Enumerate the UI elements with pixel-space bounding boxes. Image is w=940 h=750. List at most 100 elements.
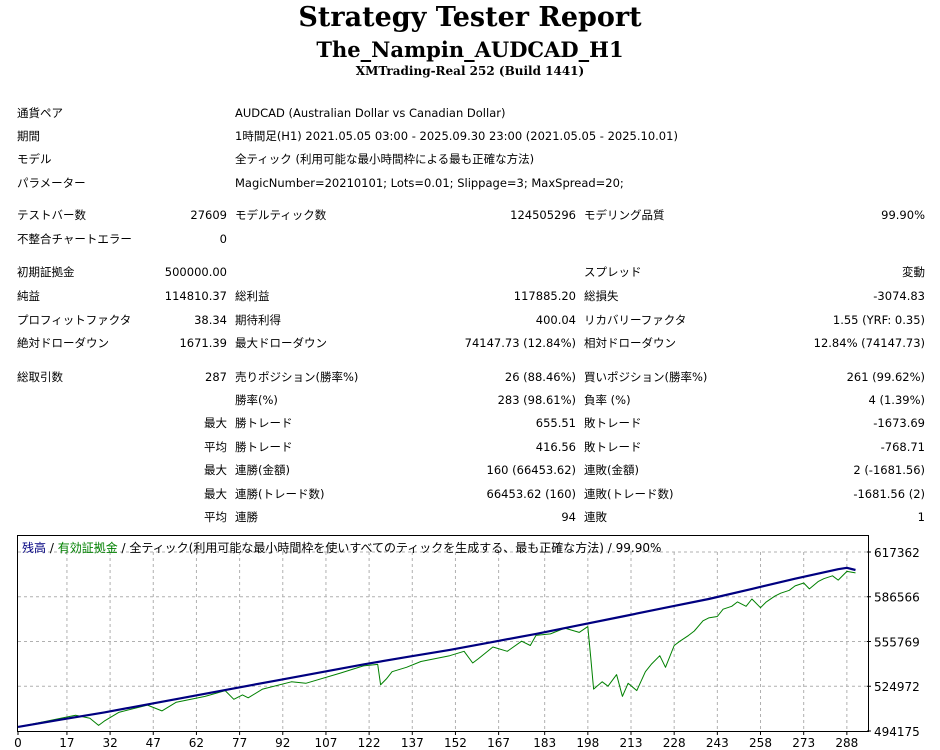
max-cons-profit-label: 連勝(トレード数) — [235, 487, 325, 501]
max-dd-value: 74147.73 (12.84%) — [464, 336, 576, 350]
profit-factor-value: 38.34 — [194, 313, 227, 327]
win-pct-label: 勝率(%) — [235, 393, 278, 407]
avg-cons-losses-label: 連敗 — [584, 510, 607, 524]
short-value: 26 (88.46%) — [504, 370, 576, 384]
x-tick-label: 167 — [487, 736, 510, 750]
x-tick-label: 213 — [620, 736, 643, 750]
max-cons-wins-label: 連勝(金額) — [235, 463, 290, 477]
recovery-factor-label: リカバリーファクタ — [584, 313, 687, 327]
x-tick-label: 92 — [275, 736, 290, 750]
largest-label: 最大 — [204, 416, 227, 430]
settings-value: 全ティック (利用可能な最小時間枠による最も正確な方法) — [235, 152, 535, 166]
average-label: 平均 — [204, 440, 227, 454]
gross-loss-label: 総損失 — [584, 289, 619, 303]
average-loss-value: -768.71 — [880, 440, 925, 454]
max-cons-label: 最大 — [204, 463, 227, 477]
quality-label: モデリング品質 — [584, 208, 665, 222]
y-tick-label: 586566 — [874, 591, 920, 605]
x-tick-label: 47 — [146, 736, 161, 750]
gross-profit-label: 総利益 — [235, 289, 270, 303]
short-label: 売りポジション(勝率%) — [235, 370, 359, 384]
avg-cons-losses-value: 1 — [917, 510, 925, 524]
mismatch-label: 不整合チャートエラー — [17, 232, 132, 246]
legend-model-text: 全ティック(利用可能な最小時間枠を使いすべてのティックを生成する、最も正確な方法… — [129, 541, 662, 555]
recovery-factor-value: 1.55 (YRF: 0.35) — [832, 313, 925, 327]
abs-dd-label: 絶対ドローダウン — [17, 336, 109, 350]
x-tick-label: 228 — [663, 736, 686, 750]
largest-loss-label: 敗トレード — [584, 416, 642, 430]
total-trades-value: 287 — [205, 370, 227, 384]
gross-loss-value: -3074.83 — [873, 289, 925, 303]
quality-value: 99.90% — [881, 208, 925, 222]
settings-value: AUDCAD (Australian Dollar vs Canadian Do… — [235, 106, 506, 120]
x-tick-label: 273 — [792, 736, 815, 750]
average-loss-label: 敗トレード — [584, 440, 642, 454]
x-tick-label: 32 — [102, 736, 117, 750]
x-tick-label: 0 — [14, 736, 22, 750]
max-cons-loss-label: 連敗(トレード数) — [584, 487, 674, 501]
x-tick-label: 62 — [189, 736, 204, 750]
max-cons-losses-value: 2 (-1681.56) — [853, 463, 925, 477]
spread-value: 変動 — [902, 265, 925, 279]
legend-separator: / — [117, 541, 130, 555]
ticks-label: モデルティック数 — [235, 208, 327, 222]
average-win-label: 勝トレード — [235, 440, 293, 454]
x-tick-label: 137 — [401, 736, 424, 750]
rel-dd-value: 12.84% (74147.73) — [813, 336, 925, 350]
x-tick-label: 107 — [314, 736, 337, 750]
x-tick-label: 243 — [706, 736, 729, 750]
y-tick-label: 617362 — [874, 546, 920, 560]
loss-pct-value: 4 (1.39%) — [868, 393, 925, 407]
mismatch-value: 0 — [219, 232, 227, 246]
x-tick-label: 17 — [59, 736, 74, 750]
x-tick-label: 198 — [576, 736, 599, 750]
avg-cons-wins-value: 94 — [561, 510, 576, 524]
legend-separator: / — [46, 541, 58, 555]
x-tick-label: 183 — [533, 736, 556, 750]
chart-legend: 残高 / 有効証拠金 / 全ティック(利用可能な最小時間枠を使いすべてのティック… — [22, 540, 661, 556]
avg-cons-wins-label: 連勝 — [235, 510, 258, 524]
y-tick-label: 555769 — [874, 635, 920, 649]
total-trades-label: 総取引数 — [17, 370, 63, 384]
settings-label: パラメーター — [17, 176, 86, 190]
profit-factor-label: プロフィットファクタ — [17, 313, 132, 327]
long-label: 買いポジション(勝率%) — [584, 370, 708, 384]
max-cons-losses-label: 連敗(金額) — [584, 463, 639, 477]
settings-value: 1時間足(H1) 2021.05.05 03:00 - 2025.09.30 2… — [235, 129, 678, 143]
deposit-value: 500000.00 — [164, 265, 227, 279]
net-profit-label: 純益 — [17, 289, 40, 303]
x-tick-label: 122 — [358, 736, 381, 750]
expected-payoff-value: 400.04 — [535, 313, 576, 327]
x-tick-label: 77 — [232, 736, 247, 750]
settings-value: MagicNumber=20210101; Lots=0.01; Slippag… — [235, 176, 624, 190]
equity-line — [17, 570, 856, 728]
max-dd-label: 最大ドローダウン — [235, 336, 327, 350]
win-pct-value: 283 (98.61%) — [497, 393, 576, 407]
average-win-value: 416.56 — [535, 440, 576, 454]
abs-dd-value: 1671.39 — [179, 336, 227, 350]
spread-label: スプレッド — [584, 265, 642, 279]
legend-equity: 有効証拠金 — [57, 541, 118, 555]
gross-profit-value: 117885.20 — [513, 289, 576, 303]
legend-balance: 残高 — [22, 541, 47, 555]
settings-label: 通貨ペア — [17, 106, 63, 120]
settings-label: 期間 — [17, 129, 40, 143]
settings-label: モデル — [17, 152, 52, 166]
x-tick-label: 152 — [444, 736, 467, 750]
ticks-value: 124505296 — [510, 208, 576, 222]
max-cons-wins-value: 160 (66453.62) — [486, 463, 576, 477]
largest-loss-value: -1673.69 — [873, 416, 925, 430]
chart-plot-area — [17, 535, 869, 732]
report-subtitle: The_Nampin_AUDCAD_H1 — [316, 37, 624, 62]
x-tick-label: 288 — [835, 736, 858, 750]
max-cons-loss-value: -1681.56 (2) — [853, 487, 925, 501]
largest-win-label: 勝トレード — [235, 416, 293, 430]
max-cons2-label: 最大 — [204, 487, 227, 501]
y-tick-label: 524972 — [874, 680, 920, 694]
bars-label: テストバー数 — [17, 208, 86, 222]
expected-payoff-label: 期待利得 — [235, 313, 281, 327]
rel-dd-label: 相対ドローダウン — [584, 336, 676, 350]
avg-cons-label: 平均 — [204, 510, 227, 524]
long-value: 261 (99.62%) — [846, 370, 925, 384]
